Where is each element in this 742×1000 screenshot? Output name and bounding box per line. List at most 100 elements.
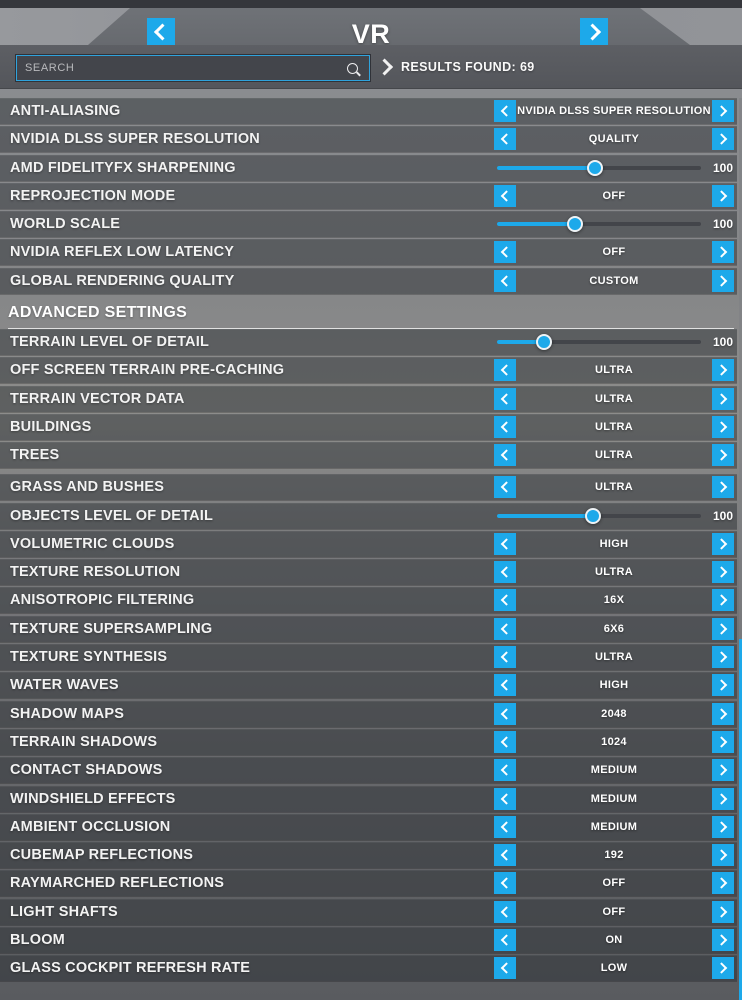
chevron-right-icon [715, 707, 728, 720]
next-option-button[interactable] [712, 128, 734, 151]
next-option-button[interactable] [712, 872, 734, 895]
previous-option-button[interactable] [494, 184, 516, 207]
setting-row: LIGHT SHAFTS OFF [0, 898, 737, 925]
chevron-left-icon [500, 594, 513, 607]
next-option-button[interactable] [712, 759, 734, 782]
previous-option-button[interactable] [494, 387, 516, 410]
previous-option-button[interactable] [494, 561, 516, 584]
chevron-right-icon [715, 133, 728, 145]
chevron-right-icon [715, 679, 728, 692]
settings-group: ANTI-ALIASING NVIDIA DLSS SUPER RESOLUTI… [0, 98, 742, 294]
next-option-button[interactable] [712, 646, 734, 669]
slider-fill [497, 222, 577, 227]
next-option-button[interactable] [712, 957, 734, 980]
previous-option-button[interactable] [494, 532, 516, 555]
setting-row: SHADOW MAPS 2048 [0, 700, 737, 727]
option-selector: OFF [494, 241, 734, 264]
next-option-button[interactable] [712, 561, 734, 584]
chevron-left-icon [500, 449, 513, 461]
category-header: VR [0, 8, 742, 49]
next-option-button[interactable] [712, 589, 734, 612]
previous-option-button[interactable] [494, 359, 516, 382]
option-selector: OFF [494, 900, 734, 923]
previous-option-button[interactable] [494, 787, 516, 810]
option-selector: ULTRA [494, 444, 734, 467]
previous-option-button[interactable] [494, 444, 516, 467]
next-option-button[interactable] [712, 532, 734, 555]
previous-option-button[interactable] [494, 759, 516, 782]
previous-option-button[interactable] [494, 674, 516, 697]
next-option-button[interactable] [712, 674, 734, 697]
selected-option-value: OFF [602, 877, 626, 890]
option-selector: ULTRA [494, 359, 734, 382]
slider-track-zone[interactable] [494, 213, 701, 235]
section-heading-label: ADVANCED SETTINGS [8, 304, 188, 322]
selected-option-value: OFF [602, 905, 626, 918]
previous-option-button[interactable] [494, 128, 516, 151]
previous-option-button[interactable] [494, 844, 516, 867]
next-category-button[interactable] [580, 18, 608, 46]
slider-knob[interactable] [585, 507, 602, 524]
previous-option-button[interactable] [494, 702, 516, 725]
slider-track[interactable] [497, 340, 701, 345]
chevron-right-icon [584, 23, 602, 41]
next-option-button[interactable] [712, 617, 734, 640]
scrollbar-track[interactable] [739, 98, 742, 1000]
next-option-button[interactable] [712, 730, 734, 753]
next-option-button[interactable] [712, 702, 734, 725]
chevron-left-icon [500, 246, 513, 259]
slider-knob[interactable] [535, 334, 552, 351]
next-option-button[interactable] [712, 100, 734, 122]
option-selector: NVIDIA DLSS SUPER RESOLUTION [494, 100, 734, 122]
chevron-right-icon [715, 821, 728, 833]
next-option-button[interactable] [712, 787, 734, 810]
previous-option-button[interactable] [494, 476, 516, 499]
option-selector: HIGH [494, 674, 734, 697]
previous-option-button[interactable] [494, 269, 516, 292]
previous-option-button[interactable] [494, 100, 516, 122]
slider-track-zone[interactable] [494, 331, 701, 353]
option-selector: CUSTOM [494, 269, 734, 292]
selected-option-value: 192 [604, 849, 624, 862]
option-selector: QUALITY [494, 128, 734, 151]
slider-knob[interactable] [587, 159, 604, 176]
next-option-button[interactable] [712, 444, 734, 467]
next-option-button[interactable] [712, 815, 734, 838]
next-option-button[interactable] [712, 184, 734, 207]
previous-option-button[interactable] [494, 241, 516, 264]
prev-category-button[interactable] [147, 18, 175, 46]
setting-row: TEXTURE SUPERSAMPLING 6X6 [0, 615, 737, 642]
option-selector: MEDIUM [494, 815, 734, 838]
chevron-right-icon [715, 105, 728, 117]
previous-option-button[interactable] [494, 415, 516, 438]
next-option-button[interactable] [712, 900, 734, 923]
slider-track-zone[interactable] [494, 157, 701, 179]
next-option-button[interactable] [712, 476, 734, 499]
next-option-button[interactable] [712, 387, 734, 410]
scrollbar-thumb[interactable] [739, 639, 742, 1000]
chevron-right-icon [715, 449, 728, 461]
slider-knob[interactable] [566, 216, 583, 233]
previous-option-button[interactable] [494, 589, 516, 612]
next-option-button[interactable] [712, 241, 734, 264]
next-option-button[interactable] [712, 929, 734, 952]
next-option-button[interactable] [712, 844, 734, 867]
search-input[interactable] [17, 56, 347, 80]
previous-option-button[interactable] [494, 929, 516, 952]
slider-track[interactable] [497, 222, 701, 227]
previous-option-button[interactable] [494, 957, 516, 980]
next-option-button[interactable] [712, 415, 734, 438]
option-selector: ULTRA [494, 387, 734, 410]
previous-option-button[interactable] [494, 872, 516, 895]
previous-option-button[interactable] [494, 730, 516, 753]
search-box[interactable] [16, 55, 370, 81]
previous-option-button[interactable] [494, 815, 516, 838]
previous-option-button[interactable] [494, 646, 516, 669]
previous-option-button[interactable] [494, 900, 516, 923]
chevron-right-icon [715, 962, 728, 974]
setting-label: BLOOM [10, 932, 65, 949]
next-option-button[interactable] [712, 269, 734, 292]
next-option-button[interactable] [712, 359, 734, 382]
previous-option-button[interactable] [494, 617, 516, 640]
slider-track-zone[interactable] [494, 505, 701, 527]
